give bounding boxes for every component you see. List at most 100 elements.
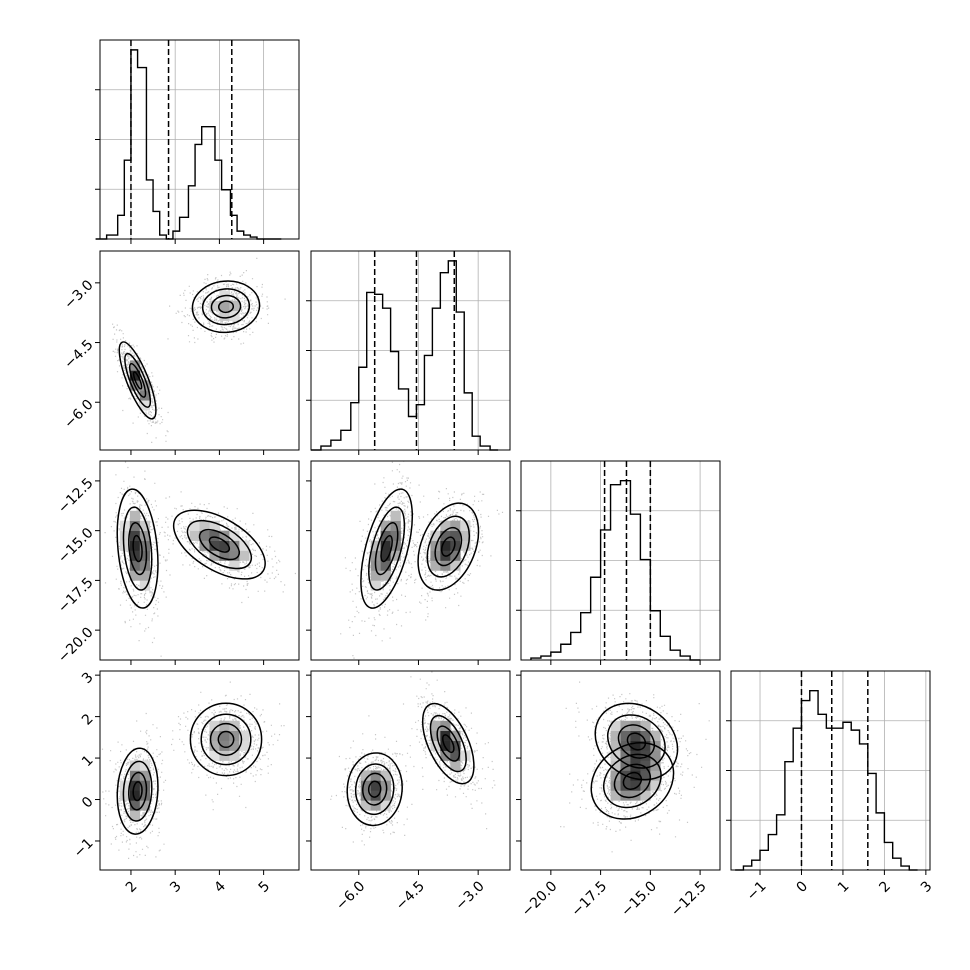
contour-line <box>622 771 643 790</box>
contour-line <box>626 732 647 751</box>
joint-panel-1-3 <box>310 670 511 871</box>
density-cell <box>440 520 451 531</box>
x-tick-label: 2 <box>123 878 141 896</box>
panel-frame <box>99 39 300 240</box>
density-cell <box>139 540 151 551</box>
contour-line <box>128 521 148 576</box>
density-cell <box>229 540 240 551</box>
density-cell <box>139 580 151 591</box>
histogram-step-line <box>530 480 701 661</box>
density-cell <box>219 740 230 751</box>
panel-frame <box>520 460 721 661</box>
density-cell <box>450 740 461 751</box>
density-cell <box>219 530 230 541</box>
density-cell <box>139 550 151 561</box>
joint-panel-0-1 <box>99 250 300 451</box>
density-cell <box>640 790 651 801</box>
density-cell <box>219 540 230 551</box>
density-cell <box>199 520 210 531</box>
x-tick-label: 1 <box>835 878 853 896</box>
density-cell <box>430 560 441 571</box>
contour-line <box>132 371 143 390</box>
density-cell <box>430 740 441 751</box>
density-cell <box>640 730 651 741</box>
density-cell <box>640 770 651 781</box>
joint-content <box>101 681 285 859</box>
contour-line <box>186 519 253 570</box>
density-cell <box>650 780 661 791</box>
density-cell <box>370 790 381 801</box>
density-cell <box>450 530 461 541</box>
density-cell <box>139 770 151 781</box>
density-cell <box>139 780 151 791</box>
density-cell <box>219 730 230 741</box>
contour-line <box>172 509 266 580</box>
contour-line <box>189 702 263 777</box>
histogram-panel-0 <box>95 39 300 240</box>
density-cell <box>229 740 240 751</box>
panel-frame <box>730 670 931 871</box>
histogram-panel-1 <box>306 250 511 451</box>
density-cell <box>440 730 451 741</box>
density-cell <box>440 530 451 541</box>
density-cell <box>229 550 240 561</box>
density-cell <box>650 770 661 781</box>
x-tick-label: −15.0 <box>618 878 660 920</box>
density-cell <box>209 300 220 311</box>
scatter-points <box>340 461 504 659</box>
joint-panel-1-2 <box>310 460 511 661</box>
joint-background <box>311 461 510 660</box>
density-cell <box>129 560 141 571</box>
density-cell <box>630 730 641 741</box>
density-cell <box>129 510 141 521</box>
contour-line <box>127 771 148 811</box>
contour-line <box>200 713 252 766</box>
density-cell <box>139 530 151 541</box>
density-cell <box>189 530 200 541</box>
density-cell <box>239 550 250 561</box>
x-tick-label: −6.0 <box>333 878 368 913</box>
x-tick-label: 0 <box>793 878 811 896</box>
joint-content <box>330 671 496 846</box>
density-cell <box>390 550 401 561</box>
density-cell <box>450 730 461 741</box>
density-cell <box>610 740 621 751</box>
density-cell <box>239 740 250 751</box>
contour-line <box>198 528 241 561</box>
contour-line <box>209 722 243 756</box>
density-cell <box>610 770 621 781</box>
density-cell <box>229 730 240 741</box>
density-cell <box>370 540 381 551</box>
scatter-points <box>112 257 286 443</box>
density-cell <box>209 740 220 751</box>
x-tick-label: 4 <box>211 878 229 896</box>
density-cell <box>139 570 151 581</box>
contour-line <box>132 534 143 563</box>
contour-line <box>617 724 656 759</box>
contour-line <box>217 730 235 749</box>
density-cell <box>209 720 220 731</box>
density-cell <box>630 780 641 791</box>
density-cell <box>129 520 141 531</box>
histogram-step-line <box>735 690 918 871</box>
density-cell <box>630 740 641 751</box>
density-cell <box>219 300 230 311</box>
density-cell <box>380 800 391 811</box>
density-cell <box>650 750 661 761</box>
density-cell <box>640 780 651 791</box>
density-cell <box>430 720 441 731</box>
density-cell <box>460 540 471 551</box>
density-cell <box>450 750 461 761</box>
contour-line <box>132 781 143 802</box>
density-cell <box>219 720 230 731</box>
x-tick-label: −3.0 <box>452 878 487 913</box>
contour-line <box>368 506 406 591</box>
density-cell <box>139 800 151 811</box>
density-cell <box>139 760 151 771</box>
density-cell <box>219 310 230 321</box>
joint-content <box>104 461 296 657</box>
density-cell <box>360 780 371 791</box>
density-cell <box>209 520 220 531</box>
contour-line <box>346 752 403 827</box>
density-cell <box>620 790 631 801</box>
